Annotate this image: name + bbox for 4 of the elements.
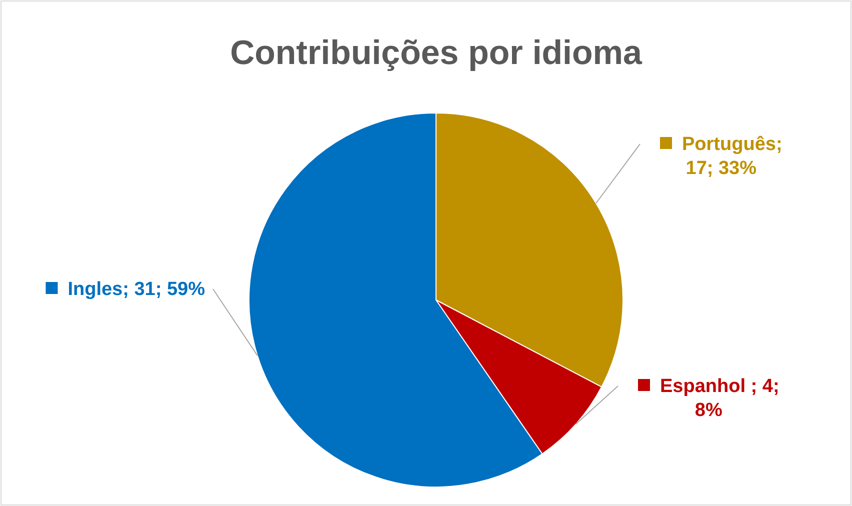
legend-label: Português; 17; 33% (682, 134, 782, 179)
legend-label: Ingles; 31; 59% (68, 279, 206, 300)
chart-title: Contribuições por idioma (230, 34, 643, 72)
legend-label: Espanhol ; 4; 8% (660, 376, 780, 421)
